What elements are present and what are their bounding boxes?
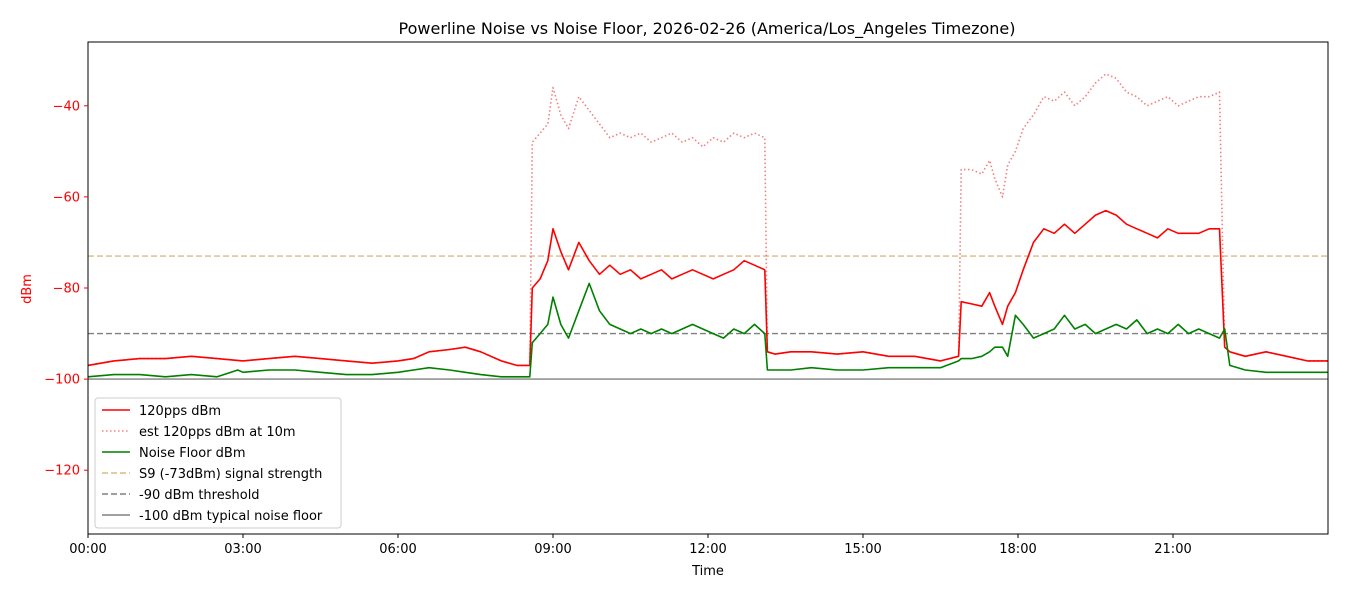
- y-tick-label: −40: [53, 99, 80, 114]
- legend-entry-s9: S9 (-73dBm) signal strength: [139, 467, 322, 482]
- legend-entry-floor: -100 dBm typical noise floor: [139, 509, 323, 524]
- x-tick-label: 09:00: [534, 542, 571, 557]
- chart-title: Powerline Noise vs Noise Floor, 2026-02-…: [399, 19, 1016, 39]
- series-line-pps: [87, 209, 1328, 367]
- series-line-noise: [87, 282, 1328, 378]
- legend-entry-est: est 120pps dBm at 10m: [139, 425, 296, 440]
- y-tick-label: −120: [44, 464, 80, 479]
- x-axis: 00:00 03:00 06:00 09:00 12:00 15:00 18:00 21:00: [69, 534, 1192, 557]
- x-axis-label: Time: [691, 564, 724, 579]
- x-tick-label: 15:00: [844, 542, 881, 557]
- y-axis-label: dBm: [20, 274, 35, 304]
- x-tick-label: 00:00: [69, 542, 106, 557]
- y-tick-label: −100: [44, 373, 80, 388]
- x-tick-label: 06:00: [379, 542, 416, 557]
- legend-entry-pps: 120pps dBm: [139, 404, 221, 419]
- y-axis: −40 −60 −80 −100 −120: [44, 99, 88, 479]
- legend-entry-threshold: -90 dBm threshold: [139, 488, 260, 503]
- y-tick-label: −60: [53, 190, 80, 205]
- legend-box: [94, 397, 342, 529]
- legend-entry-noise: Noise Floor dBm: [139, 446, 246, 461]
- x-tick-label: 03:00: [224, 542, 261, 557]
- series-layer: [87, 73, 1328, 380]
- x-tick-label: 12:00: [689, 542, 726, 557]
- y-tick-label: −80: [53, 282, 80, 297]
- series-noise: [87, 282, 1328, 378]
- x-tick-label: 18:00: [999, 542, 1036, 557]
- legend: 120pps dBm est 120pps dBm at 10m Noise F…: [94, 397, 342, 529]
- x-tick-label: 21:00: [1154, 542, 1191, 557]
- series-pps: [87, 209, 1328, 367]
